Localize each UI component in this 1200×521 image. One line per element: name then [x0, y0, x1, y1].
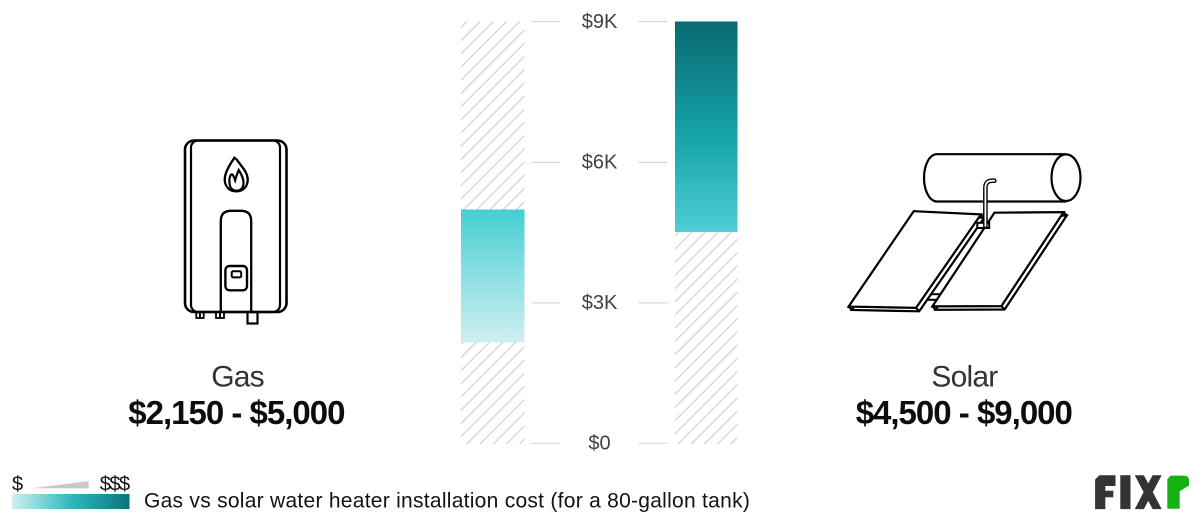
svg-text:$6K: $6K	[582, 152, 618, 174]
svg-text:Gas: Gas	[211, 361, 264, 394]
svg-text:$$$: $$$	[100, 474, 130, 496]
svg-text:$9K: $9K	[582, 11, 618, 33]
svg-text:$: $	[12, 474, 23, 496]
svg-text:$2,150 - $5,000: $2,150 - $5,000	[128, 394, 344, 431]
svg-text:$3K: $3K	[582, 292, 618, 314]
svg-text:Solar: Solar	[931, 360, 998, 393]
svg-text:Gas vs solar water heater inst: Gas vs solar water heater installation c…	[144, 490, 750, 513]
svg-text:$0: $0	[588, 433, 610, 455]
svg-text:$4,500 - $9,000: $4,500 - $9,000	[856, 394, 1072, 431]
